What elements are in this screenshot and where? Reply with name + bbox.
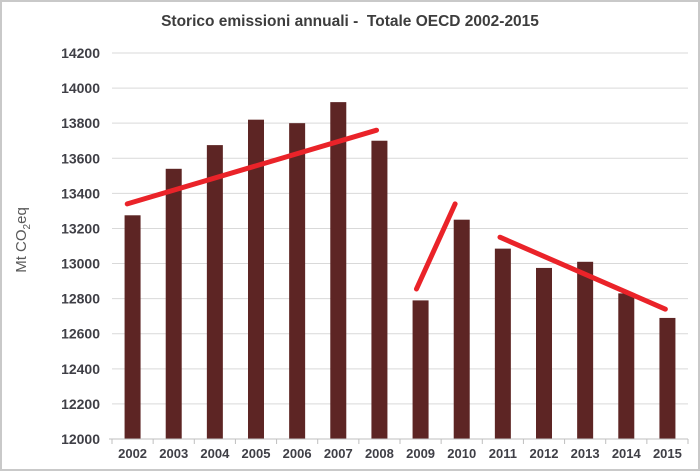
bar-2012: [536, 267, 552, 439]
bar-2008: [371, 140, 388, 439]
bar-2011: [494, 248, 511, 439]
bar-2014: [618, 293, 635, 439]
y-tick-label-13000: 13000: [61, 256, 100, 272]
y-axis-title-text: Mt CO2eq: [13, 206, 33, 273]
y-tick-label-13200: 13200: [61, 220, 100, 236]
y-tick-label-12600: 12600: [61, 326, 100, 342]
y-tick-label-13800: 13800: [61, 115, 100, 131]
x-tick-label-2009: 2009: [406, 446, 435, 461]
x-tick-label-2014: 2014: [612, 446, 642, 461]
x-axis: [109, 438, 689, 444]
trend-lines: [124, 127, 668, 312]
y-tick-label-14000: 14000: [61, 80, 100, 96]
y-tick-label-12400: 12400: [61, 361, 100, 377]
bar-2009: [412, 300, 429, 439]
trend-line-2: [413, 201, 458, 292]
x-tick-label-2010: 2010: [447, 446, 476, 461]
bar-2013: [577, 261, 594, 439]
x-tick-label-2003: 2003: [159, 446, 188, 461]
trend-line-3: [497, 234, 668, 312]
bar-2015: [659, 317, 676, 439]
y-axis-title: Mt CO2eq: [6, 157, 40, 322]
chart-title: Storico emissioni annuali - Totale OECD …: [161, 13, 539, 30]
y-tick-label-13600: 13600: [61, 150, 100, 166]
x-tick-label-2006: 2006: [283, 446, 312, 461]
x-tick-label-2008: 2008: [365, 446, 394, 461]
x-tick-labels: 2002 2003 2004 2005 2006 2007 2008 2009 2010 2011…: [118, 446, 682, 461]
y-tick-label-12800: 12800: [61, 291, 100, 307]
bar-2006: [289, 123, 306, 439]
y-tick-label-12000: 12000: [61, 431, 100, 447]
x-tick-label-2015: 2015: [653, 446, 682, 461]
gridlines: [112, 52, 688, 405]
x-tick-label-2012: 2012: [530, 446, 559, 461]
bar-2002: [124, 215, 141, 439]
bar-2004: [206, 145, 223, 439]
x-tick-label-2013: 2013: [571, 446, 600, 461]
x-tick-label-2011: 2011: [489, 446, 517, 461]
x-tick-label-2002: 2002: [118, 446, 147, 461]
bar-2007: [330, 102, 347, 440]
y-tick-label-13400: 13400: [61, 185, 100, 201]
y-tick-labels: 12000 12200 12400 12600 12800 13000 13200 13400…: [61, 45, 100, 447]
x-tick-label-2005: 2005: [242, 446, 271, 461]
bar-2003: [165, 168, 182, 440]
y-tick-label-12200: 12200: [61, 396, 100, 412]
bar-2005: [248, 119, 264, 439]
x-tick-label-2004: 2004: [200, 446, 230, 461]
bars: [124, 102, 676, 440]
x-tick-label-2007: 2007: [324, 446, 353, 461]
trend-line-1: [124, 127, 380, 207]
bar-2010: [453, 219, 470, 439]
subscript-2: 2: [22, 223, 33, 229]
y-tick-label-14200: 14200: [61, 45, 100, 61]
